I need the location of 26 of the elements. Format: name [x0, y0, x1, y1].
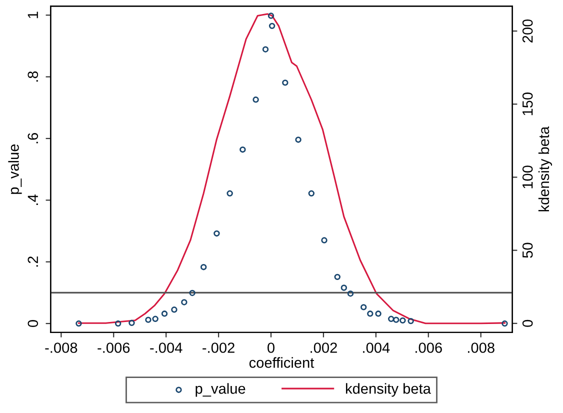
- x-tick-label: -.006: [98, 342, 130, 353]
- x-tick-label: -.008: [45, 342, 78, 353]
- y-tick-label: .2: [28, 256, 38, 267]
- x-tick-label: .006: [416, 342, 442, 353]
- y2-tick-label: 150: [522, 92, 533, 116]
- y2-tick-label: 100: [522, 166, 533, 188]
- x-tick-label: -.004: [150, 342, 182, 353]
- x-axis-title: coefficient: [249, 357, 314, 368]
- line-series: [78, 13, 506, 324]
- x-tick-label: .002: [310, 342, 337, 353]
- legend-label: p_value: [196, 383, 246, 397]
- y2-axis-title: kdensity beta: [538, 126, 552, 212]
- x-tick-label: -.002: [202, 342, 234, 353]
- y-tick-label: .4: [28, 194, 38, 205]
- y-tick-label: 0: [28, 320, 38, 328]
- y2-tick-label: 50: [522, 242, 533, 258]
- x-tick-label: .008: [468, 342, 494, 353]
- y-tick-label: .8: [28, 71, 38, 82]
- legend-label: kdensity beta: [346, 383, 431, 397]
- y-axis-title: p_value: [8, 144, 22, 194]
- y-tick-label: 1: [28, 12, 38, 18]
- x-tick-label: .004: [363, 342, 390, 353]
- y2-tick-label: 200: [522, 19, 533, 42]
- y-tick-label: .6: [28, 133, 38, 144]
- y2-tick-label: 0: [522, 320, 533, 327]
- x-tick-label: 0: [268, 342, 274, 353]
